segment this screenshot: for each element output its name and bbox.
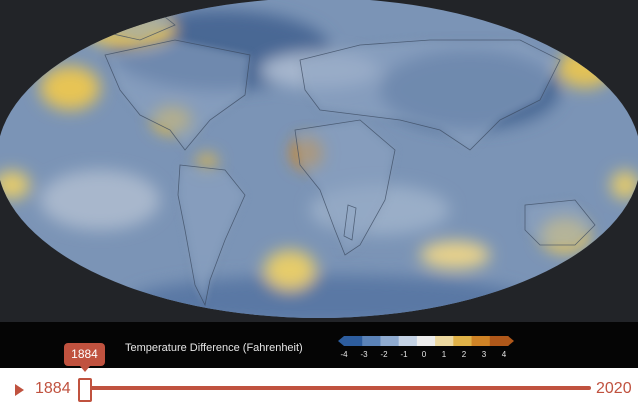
scale-cell bbox=[344, 336, 363, 346]
world-temperature-map bbox=[0, 0, 638, 318]
scale-tick-label: -1 bbox=[400, 350, 408, 359]
tooltip-pointer bbox=[80, 366, 90, 372]
play-icon[interactable] bbox=[15, 384, 24, 396]
scale-tick-label: -4 bbox=[340, 350, 348, 359]
scale-tick-label: 1 bbox=[441, 350, 447, 359]
start-year-label: 1884 bbox=[35, 380, 71, 397]
scale-cell bbox=[435, 336, 454, 346]
scale-tick-label: 2 bbox=[461, 350, 467, 359]
scale-tick-label: -3 bbox=[360, 350, 368, 359]
scale-tick-label: 4 bbox=[501, 350, 507, 359]
scale-ticks: -4 -3 -2 -1 0 1 2 3 4 bbox=[340, 350, 507, 362]
legend-title: Temperature Difference (Fahrenheit) bbox=[125, 342, 303, 354]
scale-tick-label: -2 bbox=[380, 350, 388, 359]
scale-cell bbox=[416, 336, 436, 346]
end-year-label: 2020 bbox=[596, 380, 632, 397]
scale-cell bbox=[362, 336, 381, 346]
scale-cell bbox=[453, 336, 473, 346]
scale-cell bbox=[398, 336, 418, 346]
scale-tick-label: 3 bbox=[481, 350, 487, 359]
timeline-controls bbox=[0, 368, 638, 412]
scale-cell bbox=[471, 336, 491, 346]
scale-arrow-left bbox=[338, 336, 344, 346]
timeline-slider-thumb[interactable] bbox=[78, 378, 92, 402]
scale-tick-label: 0 bbox=[421, 350, 427, 359]
continent-relief bbox=[74, 4, 596, 307]
scale-cell bbox=[380, 336, 400, 346]
map-panel bbox=[0, 0, 638, 322]
scale-arrow-right bbox=[508, 336, 514, 346]
current-year-tooltip: 1884 bbox=[64, 343, 105, 366]
color-scale bbox=[338, 336, 514, 346]
timeline-track[interactable] bbox=[84, 386, 591, 390]
legend-bar bbox=[0, 322, 638, 368]
scale-cell bbox=[489, 336, 509, 346]
